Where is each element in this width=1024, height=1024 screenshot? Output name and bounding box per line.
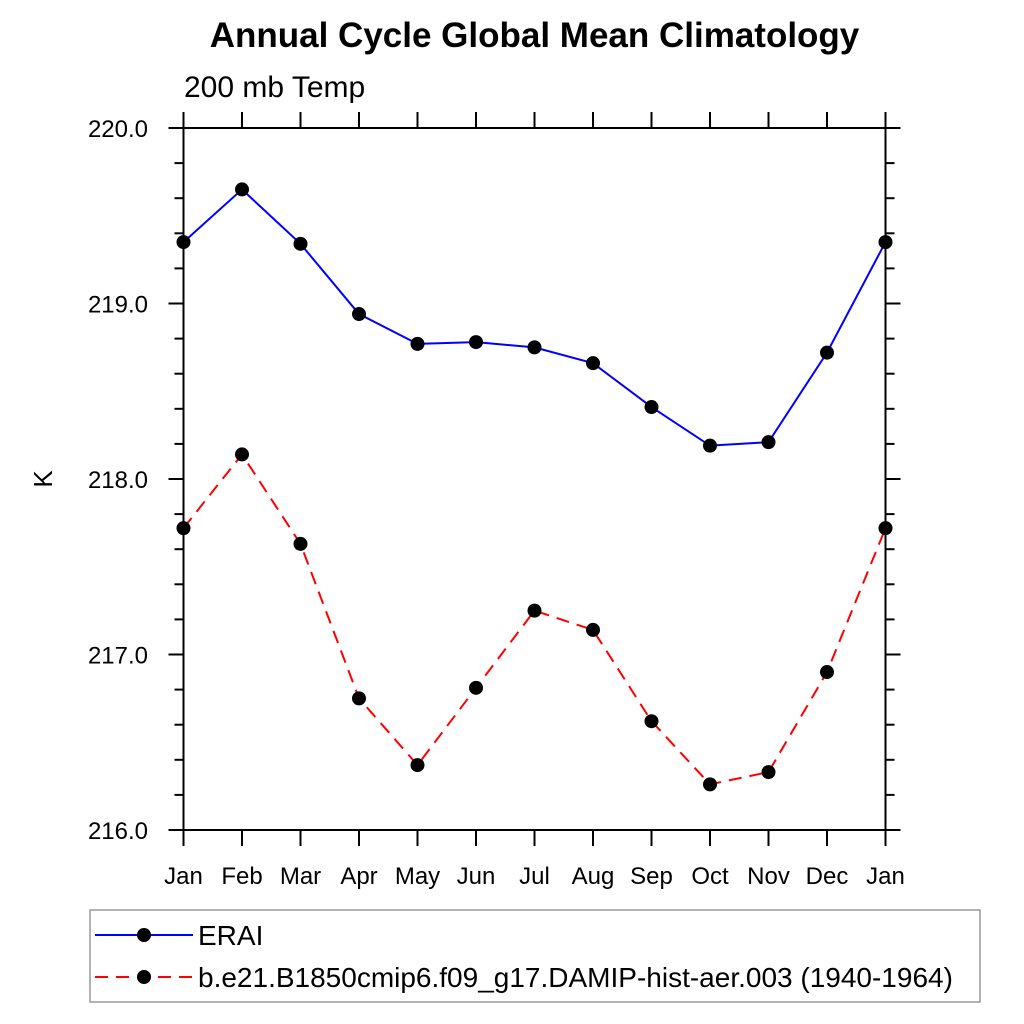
x-tick-label: Nov bbox=[747, 863, 790, 890]
y-tick-label: 219.0 bbox=[88, 292, 148, 319]
legend-item: b.e21.B1850cmip6.f09_g17.DAMIP-hist-aer.… bbox=[95, 962, 953, 993]
axis-ticks: Jan Feb Mar Apr May Jun Jul Aug Sep Oct Nov Dec Jan 2… bbox=[88, 112, 905, 890]
x-tick-label: Oct bbox=[691, 863, 729, 890]
data-point-marker bbox=[878, 521, 893, 536]
data-point-marker bbox=[176, 521, 191, 536]
data-point-marker bbox=[878, 235, 893, 250]
y-tick-label: 217.0 bbox=[88, 643, 148, 670]
x-tick-label: Apr bbox=[340, 863, 377, 890]
x-tick-label: Feb bbox=[221, 863, 262, 890]
data-point-marker bbox=[469, 680, 483, 695]
data-point-marker bbox=[410, 758, 425, 773]
data-point-marker bbox=[586, 622, 600, 637]
legend-label: ERAI bbox=[198, 920, 263, 951]
chart-title: Annual Cycle Global Mean Climatology bbox=[210, 16, 860, 55]
data-point-marker bbox=[527, 603, 542, 618]
legend-marker bbox=[137, 970, 151, 984]
data-point-marker bbox=[586, 356, 600, 371]
x-tick-label: Jun bbox=[457, 863, 496, 890]
legend-box bbox=[89, 909, 981, 1003]
y-axis-label: K bbox=[28, 470, 58, 488]
y-tick-label: 218.0 bbox=[88, 467, 148, 494]
data-point-marker bbox=[820, 345, 834, 360]
data-point-marker bbox=[527, 340, 542, 355]
data-series bbox=[176, 182, 893, 792]
data-point-marker bbox=[761, 435, 776, 450]
x-tick-label: May bbox=[395, 863, 440, 890]
x-tick-label: Mar bbox=[280, 863, 321, 890]
data-point-marker bbox=[235, 182, 249, 197]
series-line-dashed bbox=[182, 452, 887, 786]
data-point-marker bbox=[703, 438, 717, 453]
x-tick-label: Jan bbox=[164, 863, 203, 890]
data-point-marker bbox=[352, 307, 366, 322]
legend-marker bbox=[137, 928, 151, 942]
data-point-marker bbox=[410, 336, 425, 351]
x-tick-label: Aug bbox=[572, 863, 615, 890]
data-point-marker bbox=[644, 714, 659, 729]
x-tick-label: Jul bbox=[519, 863, 550, 890]
data-point-marker bbox=[293, 236, 308, 251]
legend: ERAI b.e21.B1850cmip6.f09_g17.DAMIP-hist-… bbox=[89, 909, 981, 1003]
data-point-marker bbox=[703, 777, 717, 792]
series-line-solid bbox=[182, 188, 887, 447]
x-tick-label: Dec bbox=[806, 863, 849, 890]
data-point-marker bbox=[176, 235, 191, 250]
legend-item: ERAI bbox=[95, 920, 263, 951]
data-point-marker bbox=[293, 536, 308, 551]
chart-subtitle: 200 mb Temp bbox=[184, 71, 365, 104]
data-point-marker bbox=[761, 765, 776, 780]
y-tick-label: 220.0 bbox=[88, 116, 148, 143]
legend-label: b.e21.B1850cmip6.f09_g17.DAMIP-hist-aer.… bbox=[198, 962, 953, 993]
data-point-marker bbox=[644, 400, 659, 415]
data-point-marker bbox=[352, 691, 366, 706]
y-tick-label: 216.0 bbox=[88, 818, 148, 845]
x-tick-label: Sep bbox=[630, 863, 673, 890]
x-tick-label: Jan bbox=[866, 863, 905, 890]
data-point-marker bbox=[235, 447, 249, 462]
data-point-marker bbox=[820, 665, 834, 680]
data-point-marker bbox=[469, 335, 483, 350]
